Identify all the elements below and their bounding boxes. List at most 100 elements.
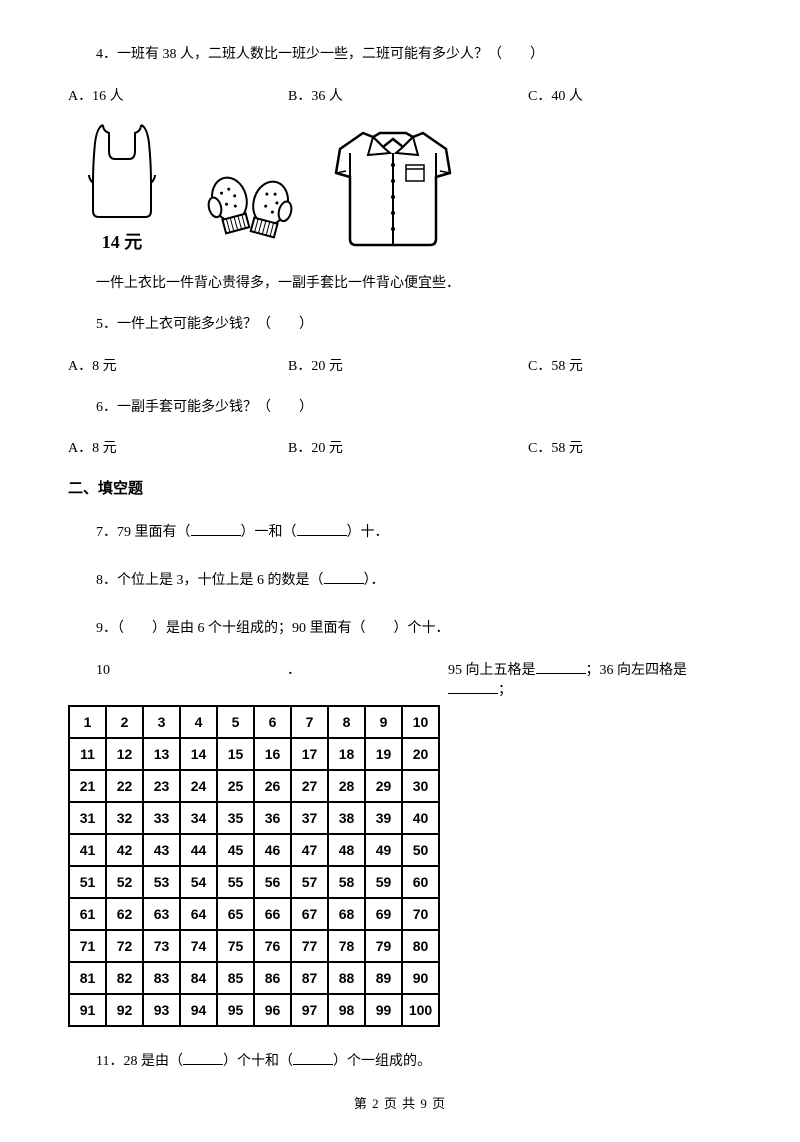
grid-cell: 72: [106, 930, 143, 962]
q10-right: 95 向上五格是 ；36 向左四格是 ；: [448, 659, 732, 699]
grid-cell: 5: [217, 706, 254, 738]
grid-cell: 37: [291, 802, 328, 834]
grid-cell: 84: [180, 962, 217, 994]
grid-cell: 43: [143, 834, 180, 866]
grid-cell: 90: [402, 962, 439, 994]
grid-cell: 50: [402, 834, 439, 866]
grid-cell: 73: [143, 930, 180, 962]
grid-cell: 24: [180, 770, 217, 802]
grid-cell: 71: [69, 930, 106, 962]
grid-cell: 99: [365, 994, 402, 1026]
grid-cell: 57: [291, 866, 328, 898]
grid-cell: 70: [402, 898, 439, 930]
grid-cell: 97: [291, 994, 328, 1026]
grid-cell: 49: [365, 834, 402, 866]
grid-cell: 30: [402, 770, 439, 802]
q10-num: 10: [96, 663, 110, 678]
q10-blank-2: [448, 679, 498, 694]
page-content: 4．一班有 38 人，二班人数比一班少一些，二班可能有多少人？（ ） A．16 …: [0, 0, 800, 1142]
question-6-choices: A．8 元 B．20 元 C．58 元: [68, 437, 732, 457]
grid-cell: 66: [254, 898, 291, 930]
grid-cell: 29: [365, 770, 402, 802]
q11-pre: 11．28 是由（: [96, 1054, 183, 1069]
grid-cell: 44: [180, 834, 217, 866]
q10-ra: 95 向上五格是: [448, 663, 536, 678]
grid-cell: 55: [217, 866, 254, 898]
grid-cell: 36: [254, 802, 291, 834]
grid-cell: 100: [402, 994, 439, 1026]
q7-blank-2: [297, 521, 347, 536]
q7-mid: ）一和（: [241, 525, 297, 540]
question-5: 5．一件上衣可能多少钱？（ ）: [68, 310, 732, 341]
grid-cell: 95: [217, 994, 254, 1026]
q5-choice-a: A．8 元: [68, 355, 288, 375]
q10-blank-1: [536, 659, 586, 674]
grid-cell: 98: [328, 994, 365, 1026]
question-11: 11．28 是由（ ）个十和（ ）个一组成的。: [68, 1045, 732, 1079]
grid-cell: 94: [180, 994, 217, 1026]
grid-cell: 85: [217, 962, 254, 994]
page-footer: 第 2 页 共 9 页: [68, 1093, 732, 1112]
grid-cell: 82: [106, 962, 143, 994]
grid-cell: 23: [143, 770, 180, 802]
grid-cell: 79: [365, 930, 402, 962]
grid-cell: 33: [143, 802, 180, 834]
grid-cell: 9: [365, 706, 402, 738]
grid-cell: 63: [143, 898, 180, 930]
shirt-icon: [328, 131, 458, 249]
grid-cell: 35: [217, 802, 254, 834]
q8-pre: 8．个位上是 3，十位上是 6 的数是（: [96, 573, 324, 588]
q4-choice-a: A．16 人: [68, 85, 288, 105]
context-text: 一件上衣比一件背心贵得多，一副手套比一件背心便宜些．: [68, 272, 732, 292]
q10-dot: ．: [287, 663, 301, 678]
question-10-row: 10 ． 95 向上五格是 ；36 向左四格是 ；: [68, 659, 732, 699]
q4-choice-c: C．40 人: [528, 85, 732, 105]
question-6: 6．一副手套可能多少钱？（ ）: [68, 393, 732, 424]
grid-cell: 65: [217, 898, 254, 930]
question-5-choices: A．8 元 B．20 元 C．58 元: [68, 355, 732, 375]
grid-cell: 68: [328, 898, 365, 930]
vest-image-box: 14 元: [74, 123, 170, 254]
grid-cell: 16: [254, 738, 291, 770]
grid-cell: 3: [143, 706, 180, 738]
grid-cell: 91: [69, 994, 106, 1026]
q11-post: ）个一组成的。: [333, 1054, 431, 1069]
grid-cell: 96: [254, 994, 291, 1026]
grid-cell: 39: [365, 802, 402, 834]
grid-cell: 67: [291, 898, 328, 930]
question-6-text: 6．一副手套可能多少钱？（ ）: [96, 400, 313, 415]
grid-cell: 11: [69, 738, 106, 770]
question-7: 7．79 里面有（）一和（）十．: [68, 516, 732, 550]
q10-rc: ；: [498, 683, 512, 698]
grid-cell: 47: [291, 834, 328, 866]
grid-cell: 83: [143, 962, 180, 994]
grid-cell: 27: [291, 770, 328, 802]
grid-cell: 14: [180, 738, 217, 770]
grid-cell: 52: [106, 866, 143, 898]
q5-choice-c: C．58 元: [528, 355, 732, 375]
clothing-images-row: 14 元: [74, 123, 732, 254]
grid-cell: 8: [328, 706, 365, 738]
grid-cell: 18: [328, 738, 365, 770]
grid-cell: 48: [328, 834, 365, 866]
grid-cell: 28: [328, 770, 365, 802]
grid-cell: 78: [328, 930, 365, 962]
q10-rb: ；36 向左四格是: [586, 663, 688, 678]
number-grid-table: 1234567891011121314151617181920212223242…: [68, 705, 440, 1027]
q11-blank-1: [183, 1050, 223, 1065]
grid-cell: 25: [217, 770, 254, 802]
question-4-choices: A．16 人 B．36 人 C．40 人: [68, 85, 732, 105]
grid-cell: 19: [365, 738, 402, 770]
grid-cell: 93: [143, 994, 180, 1026]
q11-mid: ）个十和（: [223, 1054, 293, 1069]
grid-cell: 26: [254, 770, 291, 802]
vest-icon: [83, 123, 161, 221]
grid-cell: 56: [254, 866, 291, 898]
grid-cell: 92: [106, 994, 143, 1026]
grid-cell: 81: [69, 962, 106, 994]
q5-choice-b: B．20 元: [288, 355, 528, 375]
grid-cell: 64: [180, 898, 217, 930]
grid-cell: 1: [69, 706, 106, 738]
grid-cell: 45: [217, 834, 254, 866]
shirt-image-box: [328, 131, 458, 254]
